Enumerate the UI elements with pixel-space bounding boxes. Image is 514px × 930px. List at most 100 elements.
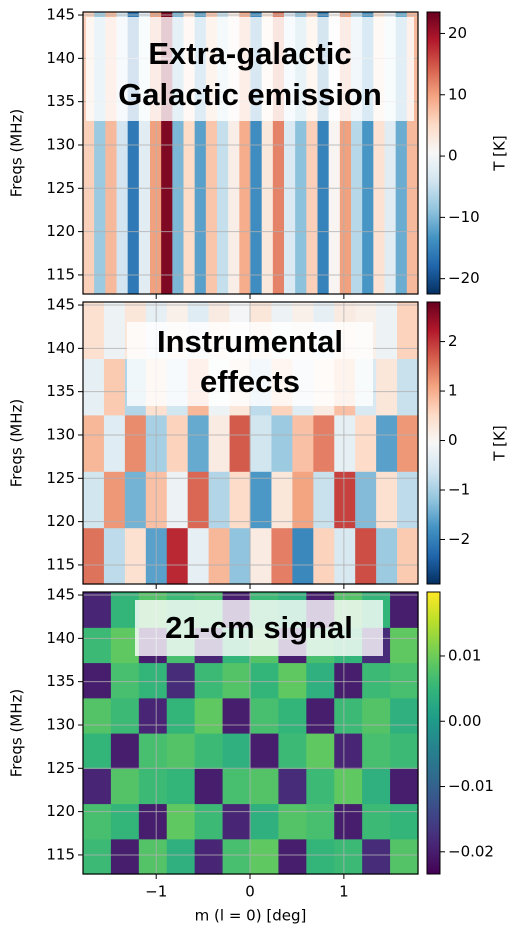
heatmap-cell <box>105 12 118 294</box>
heatmap-cell <box>390 733 419 769</box>
heatmap-cell <box>110 662 140 699</box>
heatmap-cell <box>194 803 224 840</box>
heatmap-cell <box>272 12 285 294</box>
y-tick-label: 135 <box>46 382 75 400</box>
heatmap-cell <box>278 662 307 699</box>
heatmap-cell <box>397 414 419 472</box>
heatmap-cell <box>110 803 140 840</box>
heatmap-cell <box>355 414 377 472</box>
heatmap-cell <box>278 803 307 840</box>
heatmap-cell <box>194 838 224 875</box>
annotation: effects <box>200 364 300 399</box>
heatmap-cell <box>373 12 386 294</box>
heatmap-cell <box>250 697 280 734</box>
plot-frame <box>82 591 419 875</box>
heatmap-cell <box>83 662 112 699</box>
heatmap-cell <box>334 697 363 734</box>
heatmap-cell <box>250 471 273 529</box>
heatmap-cell <box>250 414 273 472</box>
heatmap-cell <box>376 527 398 585</box>
y-tick-label: 125 <box>46 759 75 777</box>
y-tick-label: 125 <box>46 179 75 197</box>
heatmap-cell <box>306 803 335 840</box>
heatmap-cell <box>94 12 106 294</box>
heatmap-cell <box>334 838 363 875</box>
heatmap-cell <box>166 414 189 472</box>
heatmap-cell <box>334 733 363 769</box>
heatmap-cell <box>138 12 151 294</box>
heatmap-cell <box>313 414 335 472</box>
heatmap-cell <box>292 471 314 529</box>
heatmap-cell <box>362 838 391 875</box>
heatmap-cell <box>83 592 112 628</box>
heatmap-cell <box>362 12 374 294</box>
heatmap-cell <box>278 697 307 734</box>
heatmap-cell <box>229 414 252 472</box>
heatmap-cell <box>406 12 419 294</box>
annotation: 21-cm signal <box>165 610 353 645</box>
y-tick-label: 130 <box>46 135 75 153</box>
heatmap-cell <box>166 527 189 585</box>
heatmap-cell <box>334 803 363 840</box>
heatmap-cell <box>306 12 319 294</box>
heatmap-cell <box>138 768 168 805</box>
x-axis-label: m (l = 0) [deg] <box>195 907 307 925</box>
colorbar-tick-label: −1 <box>448 481 470 499</box>
heatmap-cell <box>205 12 218 294</box>
heatmap-cell <box>222 803 252 840</box>
colorbar-tick-label: 0.01 <box>448 646 481 664</box>
y-tick-label: 120 <box>46 512 75 530</box>
colorbar <box>426 301 441 585</box>
heatmap-cell <box>222 733 252 769</box>
annotation: Instrumental <box>157 324 343 359</box>
plot-frame <box>82 11 419 295</box>
heatmap-cell <box>166 471 189 529</box>
heatmap-cell <box>390 592 419 628</box>
heatmap-cell <box>390 838 419 875</box>
heatmap-cell <box>208 527 231 585</box>
heatmap-cell <box>362 662 391 699</box>
heatmap-cell <box>362 768 391 805</box>
heatmap-cell <box>138 838 168 875</box>
y-tick-label: 140 <box>46 49 75 67</box>
heatmap-cell <box>250 662 280 699</box>
heatmap-cell <box>194 697 224 734</box>
heatmap-cell <box>228 12 240 294</box>
y-tick-label: 145 <box>46 296 75 314</box>
colorbar-label: T [K] <box>491 425 509 461</box>
heatmap-cell <box>390 768 419 805</box>
heatmap-cell <box>334 414 356 472</box>
heatmap-cell <box>138 733 168 769</box>
heatmap-cell <box>83 768 112 805</box>
heatmap-cell <box>328 12 341 294</box>
y-tick-label: 115 <box>46 555 75 573</box>
heatmap-cell <box>83 471 105 529</box>
y-tick-label: 115 <box>46 845 75 863</box>
colorbar-tick-label: 20 <box>448 24 467 42</box>
heatmap-cell <box>278 838 307 875</box>
annotation-box <box>127 322 373 406</box>
heatmap-cell <box>83 302 105 359</box>
y-tick-label: 140 <box>46 339 75 357</box>
annotation-box <box>135 600 383 656</box>
heatmap-cell <box>103 358 126 416</box>
y-axis-label: Freqs (MHz) <box>8 399 26 488</box>
heatmap-cell <box>83 733 112 769</box>
heatmap-cell <box>250 768 280 805</box>
heatmap-cell <box>217 12 229 294</box>
heatmap-cell <box>161 12 173 294</box>
heatmap-cell <box>306 768 335 805</box>
heatmap-cell <box>103 414 126 472</box>
heatmap-cell <box>376 414 398 472</box>
y-tick-label: 145 <box>46 6 75 24</box>
heatmap-cell <box>271 527 293 585</box>
heatmap-cell <box>194 12 207 294</box>
heatmap-cell <box>278 768 307 805</box>
heatmap-cell <box>110 838 140 875</box>
heatmap-cell <box>229 527 252 585</box>
heatmap-cell <box>222 697 252 734</box>
heatmap-cell <box>183 12 196 294</box>
heatmap-cell <box>362 733 391 769</box>
heatmap-cell <box>83 527 105 585</box>
